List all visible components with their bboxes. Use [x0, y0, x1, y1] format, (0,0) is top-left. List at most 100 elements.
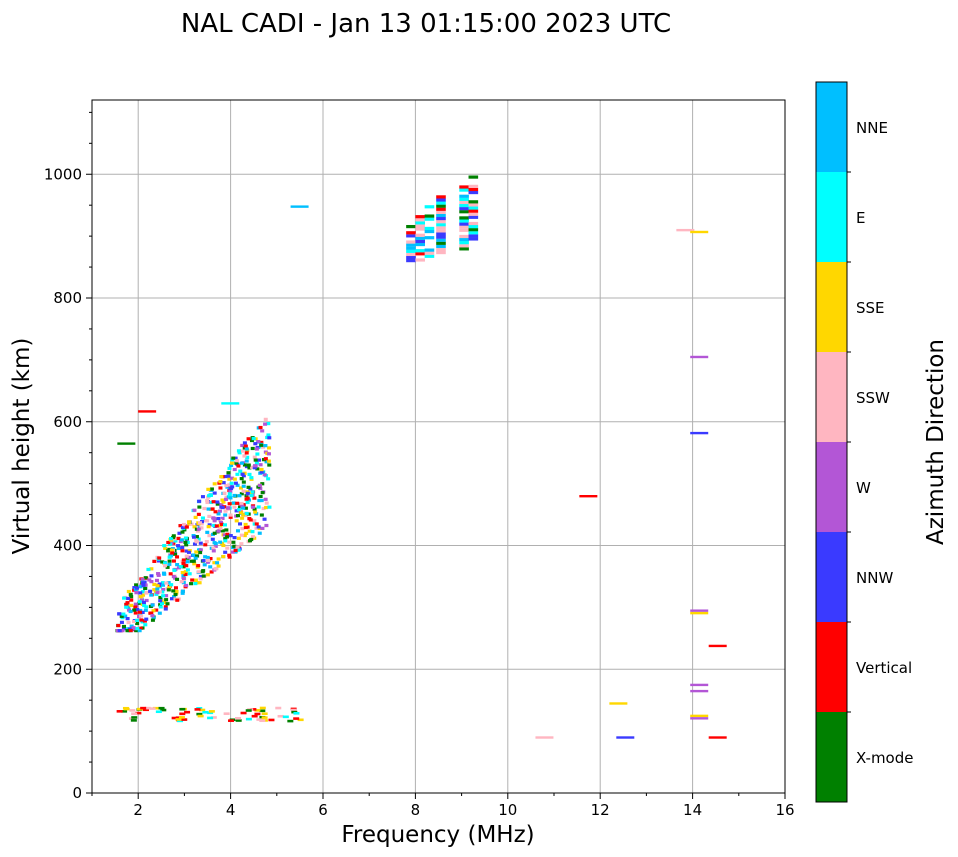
- echo-mark: [171, 534, 176, 538]
- echo-mark: [185, 568, 190, 572]
- echo-mark: [459, 210, 469, 214]
- x-tick-label: 4: [226, 801, 236, 819]
- echo-mark: [227, 466, 232, 471]
- echo-mark: [202, 710, 209, 714]
- echo-mark: [265, 435, 270, 440]
- echo-mark: [171, 535, 176, 540]
- echo-mark: [120, 629, 125, 633]
- echo-mark: [250, 708, 257, 711]
- echo-mark: [235, 514, 240, 518]
- echo-mark: [216, 557, 221, 561]
- echo-segment: [708, 644, 727, 648]
- echo-mark: [198, 577, 203, 581]
- echo-mark: [241, 503, 246, 507]
- echo-mark: [160, 560, 165, 564]
- echo-mark: [160, 590, 165, 594]
- echo-mark: [290, 708, 297, 712]
- echo-mark: [259, 709, 266, 713]
- echo-mark: [178, 565, 183, 569]
- echo-mark: [424, 214, 435, 218]
- echo-mark: [244, 459, 249, 463]
- echo-mark: [212, 519, 217, 523]
- echo-mark: [255, 467, 260, 471]
- echo-mark: [162, 544, 167, 548]
- echo-mark: [240, 711, 247, 715]
- echo-mark: [459, 228, 469, 232]
- echo-mark: [152, 588, 157, 592]
- echo-mark: [415, 215, 425, 219]
- echo-mark: [190, 578, 195, 582]
- echo-mark: [406, 234, 416, 238]
- echo-segment: [579, 495, 598, 498]
- echo-mark: [240, 504, 245, 509]
- echo-mark: [468, 215, 479, 219]
- x-tick-label: 8: [411, 801, 421, 819]
- echo-mark: [238, 486, 243, 490]
- echo-mark: [232, 493, 237, 498]
- echo-mark: [468, 221, 479, 226]
- echo-mark: [146, 567, 151, 572]
- echo-mark: [259, 498, 264, 503]
- echo-mark: [149, 707, 156, 710]
- echo-marks: [115, 175, 727, 739]
- echo-mark: [227, 502, 232, 506]
- echo-mark: [406, 249, 416, 253]
- echo-mark: [216, 516, 221, 521]
- echo-mark: [141, 593, 146, 597]
- echo-mark: [187, 572, 192, 576]
- echo-mark: [215, 502, 220, 506]
- echo-mark: [220, 529, 225, 533]
- echo-mark: [468, 206, 479, 210]
- echo-mark: [222, 523, 227, 527]
- colorbar-tick-label: W: [856, 479, 871, 497]
- echo-mark: [129, 603, 134, 608]
- echo-mark: [180, 549, 185, 553]
- echo-mark: [178, 539, 183, 544]
- echo-mark: [264, 505, 269, 510]
- echo-mark: [254, 447, 259, 451]
- echo-mark: [137, 629, 142, 633]
- echo-mark: [227, 540, 232, 544]
- echo-mark: [257, 458, 262, 462]
- echo-mark: [161, 587, 166, 592]
- echo-mark: [415, 258, 425, 262]
- echo-mark: [129, 624, 134, 628]
- echo-mark: [135, 621, 140, 626]
- echo-mark: [198, 548, 203, 552]
- echo-mark: [152, 582, 157, 587]
- echo-mark: [181, 565, 186, 569]
- echo-mark: [133, 602, 138, 606]
- echo-mark: [468, 200, 479, 204]
- echo-mark: [200, 495, 205, 499]
- echo-mark: [133, 605, 138, 609]
- echo-mark: [224, 483, 229, 488]
- echo-mark: [208, 710, 215, 713]
- echo-segment: [690, 689, 709, 693]
- echo-mark: [228, 534, 233, 538]
- echo-mark: [266, 433, 271, 437]
- echo-mark: [406, 246, 416, 250]
- echo-mark: [192, 542, 197, 546]
- echo-mark: [241, 480, 246, 484]
- echo-mark: [227, 492, 232, 496]
- echo-mark: [240, 516, 245, 520]
- echo-mark: [197, 521, 202, 525]
- echo-mark: [256, 718, 263, 721]
- echo-mark: [459, 247, 469, 251]
- echo-mark: [259, 513, 264, 517]
- echo-mark: [133, 611, 138, 615]
- echo-mark: [202, 563, 207, 567]
- echo-mark: [126, 596, 131, 601]
- echo-mark: [201, 559, 206, 563]
- echo-mark: [150, 618, 155, 622]
- echo-mark: [239, 542, 244, 546]
- echo-mark: [235, 472, 240, 476]
- echo-mark: [132, 608, 137, 612]
- echo-mark: [139, 618, 144, 622]
- echo-mark: [181, 522, 186, 527]
- echo-mark: [183, 536, 188, 540]
- echo-mark: [213, 544, 218, 548]
- echo-mark: [260, 491, 265, 495]
- echo-mark: [242, 463, 247, 467]
- echo-mark: [196, 512, 201, 516]
